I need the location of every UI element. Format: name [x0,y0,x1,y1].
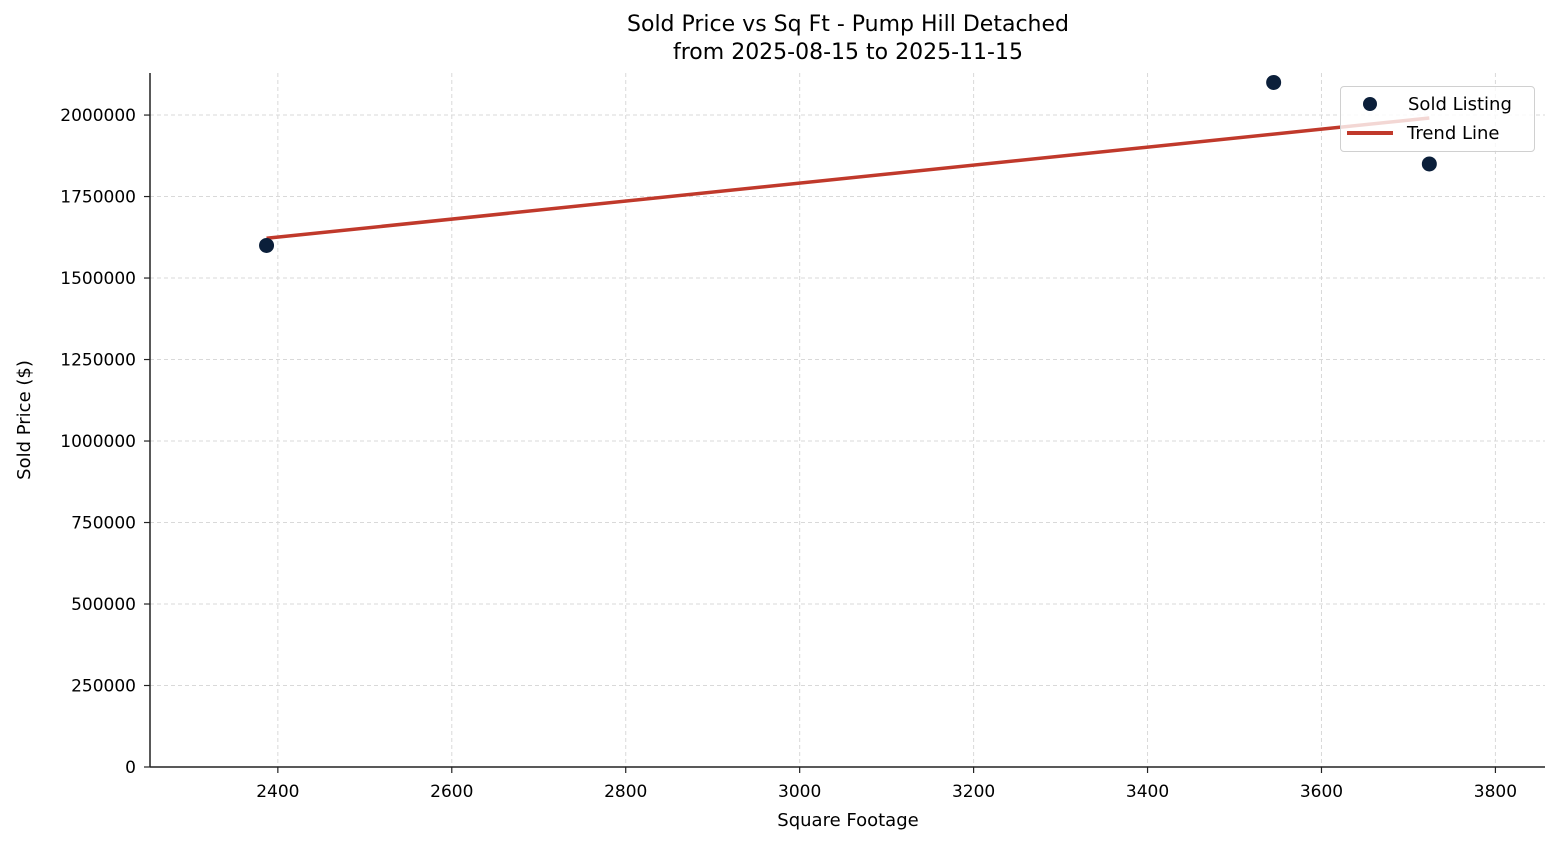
y-tick-label: 0 [125,758,136,778]
y-tick-label: 1250000 [60,351,136,371]
data-point [1266,74,1282,90]
line-marker-icon [1347,131,1393,135]
data-series [259,74,1437,253]
legend-item-trend-line: Trend Line [1341,119,1500,147]
scatter-marker-icon [1363,97,1377,111]
chart-title-line2: from 2025-08-15 to 2025-11-15 [673,40,1023,65]
legend-label: Trend Line [1407,122,1500,144]
trend-line [266,116,1430,241]
y-tick-label: 500000 [71,595,136,615]
data-point [1421,156,1437,172]
x-tick-label: 3400 [1126,782,1169,802]
x-tick-label: 2400 [256,782,299,802]
y-tick-label: 2000000 [60,106,136,126]
x-tick-label: 2800 [604,782,647,802]
data-point [259,237,275,253]
y-tick-label: 1750000 [60,188,136,208]
x-tick-label: 3600 [1300,782,1343,802]
x-tick-label: 2600 [430,782,473,802]
x-tick-label: 3800 [1474,782,1517,802]
y-axis-label: Sold Price ($) [14,360,35,480]
y-tick-label: 750000 [71,514,136,534]
x-tick-label: 3000 [778,782,821,802]
legend-item-sold-listing: Sold Listing [1341,90,1512,118]
legend: Sold Listing Trend Line [1340,86,1535,152]
y-tick-label: 250000 [71,677,136,697]
gridlines [150,73,1545,767]
axes [144,73,1545,773]
x-tick-label: 3200 [952,782,995,802]
y-tick-label: 1000000 [60,432,136,452]
y-tick-label: 1500000 [60,269,136,289]
chart-title: Sold Price vs Sq Ft - Pump Hill Detached… [0,11,1560,67]
tick-labels: 2400 2600 2800 3000 3200 3400 3600 3800 0 250000 5… [60,106,1517,802]
chart-title-line1: Sold Price vs Sq Ft - Pump Hill Detached [627,12,1069,37]
x-axis-label: Square Footage [777,810,918,831]
legend-label: Sold Listing [1408,93,1512,115]
